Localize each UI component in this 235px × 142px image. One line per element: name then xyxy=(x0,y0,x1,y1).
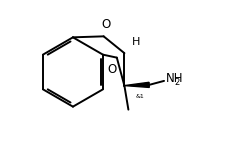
Text: NH: NH xyxy=(166,72,184,85)
Text: &1: &1 xyxy=(135,94,144,99)
Text: O: O xyxy=(107,63,117,76)
Text: H: H xyxy=(132,37,141,47)
Polygon shape xyxy=(124,82,149,87)
Text: O: O xyxy=(101,18,110,31)
Text: 2: 2 xyxy=(174,78,180,87)
